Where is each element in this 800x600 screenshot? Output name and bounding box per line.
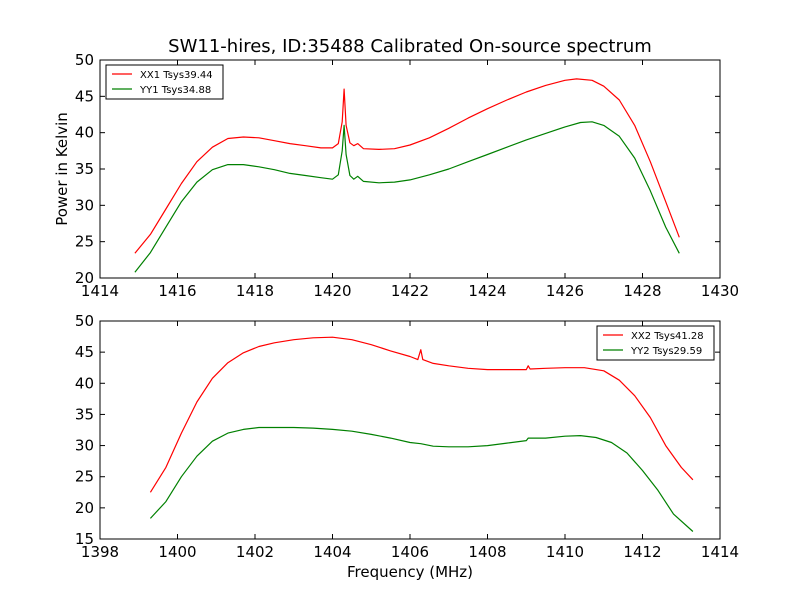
y-tick-label: 35 [75, 160, 94, 178]
x-tick-label: 1422 [391, 282, 429, 300]
x-tick-label: 1400 [158, 543, 196, 561]
x-tick-label: 1424 [468, 282, 506, 300]
y-tick-label: 25 [75, 233, 94, 251]
legend-label: YY2 Tsys29.59 [630, 346, 702, 357]
x-axis-label: Frequency (MHz) [347, 563, 473, 581]
x-tick-label: 1412 [623, 543, 661, 561]
x-tick-label: 1426 [546, 282, 584, 300]
x-tick-label: 1418 [236, 282, 274, 300]
legend-box [105, 64, 224, 100]
x-tick-label: 1414 [701, 543, 739, 561]
legend-box [596, 325, 715, 361]
x-tick-label: 1402 [236, 543, 274, 561]
series-line-red [134, 78, 680, 254]
y-tick-label: 50 [75, 312, 94, 330]
y-tick-label: 35 [75, 405, 94, 423]
x-tick-label: 1410 [546, 543, 584, 561]
x-tick-label: 1420 [313, 282, 351, 300]
y-tick-label: 15 [75, 530, 94, 548]
y-tick-label: 45 [75, 87, 94, 105]
legend-label: YY1 Tsys34.88 [139, 85, 211, 96]
x-tick-label: 1408 [468, 543, 506, 561]
y-tick-label: 20 [75, 269, 94, 287]
legend: XX2 Tsys41.28 YY2 Tsys29.59 [596, 325, 715, 361]
chart-title: SW11-hires, ID:35488 Calibrated On-sourc… [168, 36, 652, 57]
series-line-red [149, 336, 694, 493]
y-tick-label: 50 [75, 51, 94, 69]
x-tick-label: 1430 [701, 282, 739, 300]
x-tick-label: 1404 [313, 543, 351, 561]
y-tick-label: 40 [75, 124, 94, 142]
y-tick-label: 25 [75, 468, 94, 486]
legend-label: XX1 Tsys39.44 [140, 70, 213, 81]
legend-label: XX2 Tsys41.28 [631, 331, 704, 342]
series-line-green [149, 426, 694, 532]
y-axis-label: Power in Kelvin [53, 112, 71, 226]
series-line-green [134, 121, 680, 273]
y-tick-label: 45 [75, 343, 94, 361]
legend: XX1 Tsys39.44 YY1 Tsys34.88 [105, 64, 224, 100]
y-tick-label: 40 [75, 374, 94, 392]
x-tick-label: 1398 [81, 543, 119, 561]
x-tick-label: 1428 [623, 282, 661, 300]
y-tick-label: 20 [75, 499, 94, 517]
y-tick-label: 30 [75, 196, 94, 214]
x-tick-label: 1416 [158, 282, 196, 300]
bottom-panel: 1398 1400 1402 1404 1406 1408 1410 1412 1414 15 20… [75, 312, 739, 561]
x-tick-label: 1406 [391, 543, 429, 561]
y-tick-label: 30 [75, 437, 94, 455]
top-panel: 1414 1416 1418 1420 1422 1424 1426 1428 1430 20 25… [75, 51, 739, 300]
x-tick-label: 1414 [81, 282, 119, 300]
